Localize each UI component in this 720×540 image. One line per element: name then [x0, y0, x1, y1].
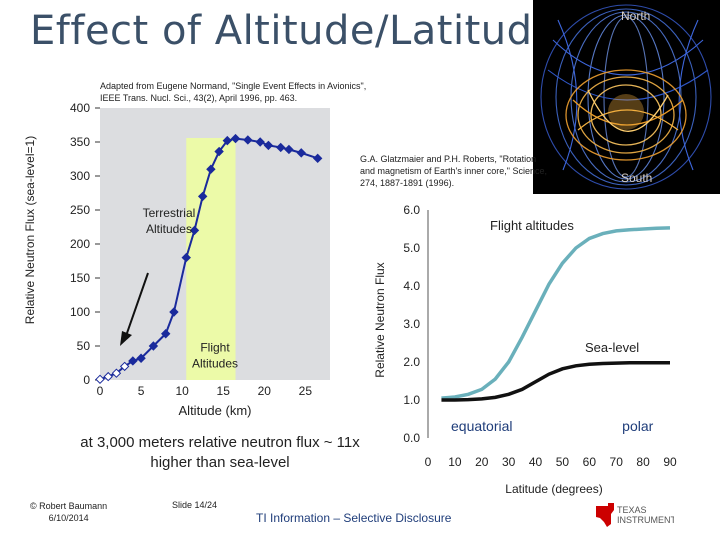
chart1-x-tick-label: 15: [217, 384, 231, 398]
chart1-data-point: [128, 356, 138, 366]
chart2-series-line-1: [441, 361, 670, 402]
globe-north-label: North: [621, 9, 650, 23]
texas-instruments-logo: TEXAS INSTRUMENTS: [596, 503, 674, 527]
chart1-y-tick-label: 250: [70, 203, 90, 217]
chart1-data-point: [136, 353, 146, 363]
chart2-x-axis-label: Latitude (degrees): [505, 482, 602, 496]
chart2-y-tick-label: 5.0: [403, 241, 420, 255]
chart1-flight-label: Flight: [200, 340, 230, 354]
chart1-data-point: [119, 361, 130, 372]
chart1-data-point: [243, 135, 253, 145]
source-citation-left: Adapted from Eugene Normand, "Single Eve…: [100, 81, 367, 103]
chart2-series-line-0: [441, 226, 671, 400]
chart1-y-tick-label: 100: [70, 305, 90, 319]
earth-magnetic-field-image: North South: [533, 0, 720, 194]
footer-date: 6/10/2014: [48, 513, 89, 523]
chart1-y-tick-label: 400: [70, 101, 90, 115]
chart2-y-tick-label: 4.0: [403, 279, 420, 293]
chart1-data-point: [276, 142, 286, 153]
footer-author-name: © Robert Baumann: [30, 501, 108, 511]
chart2-x-tick-label: 40: [529, 455, 543, 469]
chart2-sealevel-series-label: Sea-level: [585, 340, 639, 355]
chart1-y-tick-label: 200: [70, 237, 90, 251]
footer-classification: TI Information – Selective Disclosure: [256, 511, 452, 525]
chart2-x-tick-label: 0: [425, 455, 432, 469]
altitude-note: at 3,000 meters relative neutron flux ~ …: [80, 434, 360, 471]
footer-author: © Robert Baumann 6/10/2014: [30, 500, 107, 524]
ti-logo-text-2: INSTRUMENTS: [617, 515, 674, 525]
chart1-plot-area: [100, 108, 330, 380]
chart1-y-axis-label: Relative Neutron Flux (sea-level=1): [23, 135, 37, 325]
chart2-y-tick-label: 2.0: [403, 355, 420, 369]
chart2-x-tick-label: 90: [663, 455, 677, 469]
chart2-x-tick-label: 60: [583, 455, 597, 469]
chart1-data-point: [197, 191, 208, 202]
chart1-data-point: [111, 368, 122, 378]
chart1-x-tick-label: 20: [258, 384, 272, 398]
chart1-data-point: [255, 137, 265, 147]
chart1-y-tick-label: 300: [70, 169, 90, 183]
ti-logo-text-1: TEXAS: [617, 505, 647, 515]
ti-logo-icon: [596, 503, 614, 527]
chart2-y-axis-label: Relative Neutron Flux: [373, 262, 387, 378]
chart1-data-point: [161, 329, 171, 339]
chart1-x-axis-label: Altitude (km): [179, 403, 252, 418]
chart1-x-tick-label: 5: [138, 384, 145, 398]
chart1-data-point: [296, 148, 306, 158]
chart1-data-point: [312, 153, 323, 164]
chart1-terrestrial-label: Terrestrial: [143, 206, 196, 220]
chart1-x-tick-label: 25: [299, 384, 313, 398]
chart1-data-point: [230, 133, 241, 144]
source-citation-right: G.A. Glatzmaier and P.H. Roberts, "Rotat…: [360, 154, 548, 188]
chart1-data-point: [181, 252, 191, 263]
chart1-data-point: [189, 225, 200, 236]
chart1-data-point: [222, 135, 233, 146]
chart2-x-tick-label: 30: [502, 455, 516, 469]
footer-slide-number: Slide 14/24: [172, 500, 218, 510]
chart2-x-tick-label: 10: [448, 455, 462, 469]
chart1-data-point: [206, 164, 216, 174]
chart1-x-tick-label: 10: [175, 384, 189, 398]
chart2-annotation-equatorial: equatorial: [451, 418, 513, 434]
chart1-y-tick-label: 0: [83, 373, 90, 387]
chart2-x-tick-label: 80: [636, 455, 650, 469]
chart1-terrestrial-arrow: [125, 272, 149, 337]
chart1-series-line: [99, 137, 318, 381]
chart1-x-tick-label: 0: [97, 384, 104, 398]
slide-title: Effect of Altitude/Latitude: [30, 8, 558, 54]
chart2-y-tick-label: 3.0: [403, 317, 420, 331]
chart2-flight-series-label: Flight altitudes: [490, 218, 574, 233]
chart1-flight-label-line2: Altitudes: [192, 356, 238, 370]
chart1-data-point: [95, 374, 105, 385]
chart2-annotation-polar: polar: [622, 418, 653, 434]
chart1-y-tick-label: 50: [77, 339, 91, 353]
chart1-data-point: [214, 146, 224, 157]
chart1-y-tick-label: 350: [70, 135, 90, 149]
chart1-data-point: [148, 341, 159, 351]
chart1-data-point: [284, 144, 294, 155]
chart2-y-tick-label: 0.0: [403, 431, 420, 445]
chart1-data-point: [169, 307, 179, 317]
chart1-data-point: [263, 140, 274, 151]
chart1-data-point: [103, 371, 113, 382]
chart1-flight-region: [186, 138, 236, 380]
chart2-y-tick-label: 6.0: [403, 203, 420, 217]
chart2-y-tick-label: 1.0: [403, 393, 420, 407]
chart1-terrestrial-label-line2: Altitudes: [146, 222, 192, 236]
chart2-x-tick-label: 20: [475, 455, 489, 469]
globe-south-label: South: [621, 171, 652, 185]
chart2-x-tick-label: 70: [610, 455, 624, 469]
chart2-x-tick-label: 50: [556, 455, 570, 469]
chart1-terrestrial-arrowhead: [120, 331, 132, 346]
chart1-y-tick-label: 150: [70, 271, 90, 285]
